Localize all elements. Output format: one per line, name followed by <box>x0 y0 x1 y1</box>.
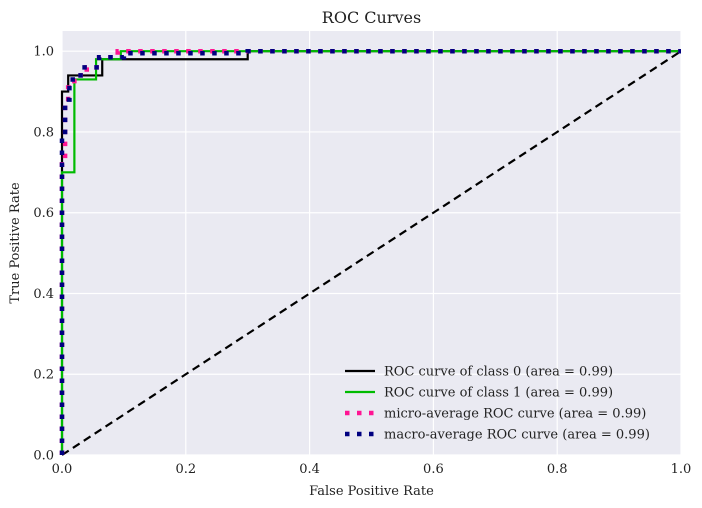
series-line-0 <box>60 50 681 455</box>
series-line-3 <box>59 48 681 455</box>
plot-area <box>62 31 681 455</box>
y-tick-label: 1.0 <box>33 45 54 60</box>
chance-diagonal-line <box>61 50 682 456</box>
x-tick-label: 1.0 <box>671 462 692 477</box>
legend-label: ROC curve of class 0 (area = 0.99) <box>384 365 613 380</box>
x-axis-label: False Positive Rate <box>309 484 434 499</box>
legend: ROC curve of class 0 (area = 0.99) ROC cu… <box>345 365 650 443</box>
y-tick-label: 0.4 <box>33 287 54 302</box>
y-axis-label: True Positive Rate <box>8 182 23 304</box>
x-tick-label: 0.0 <box>52 462 73 477</box>
x-tick-label: 0.8 <box>547 462 568 477</box>
legend-label: ROC curve of class 1 (area = 0.99) <box>384 386 613 401</box>
x-tick-label: 0.6 <box>423 462 444 477</box>
x-tick-label: 0.2 <box>175 462 196 477</box>
y-tick-label: 0.6 <box>33 206 54 221</box>
legend-label: macro-average ROC curve (area = 0.99) <box>384 428 650 443</box>
series-line-1 <box>60 50 681 455</box>
legend-label: micro-average ROC curve (area = 0.99) <box>384 407 646 422</box>
y-tick-label: 0.0 <box>33 449 54 464</box>
y-tick-label: 0.2 <box>33 368 54 383</box>
x-tick-label: 0.4 <box>299 462 320 477</box>
chart-title: ROC Curves <box>322 8 421 27</box>
y-tick-label: 0.8 <box>33 125 54 140</box>
